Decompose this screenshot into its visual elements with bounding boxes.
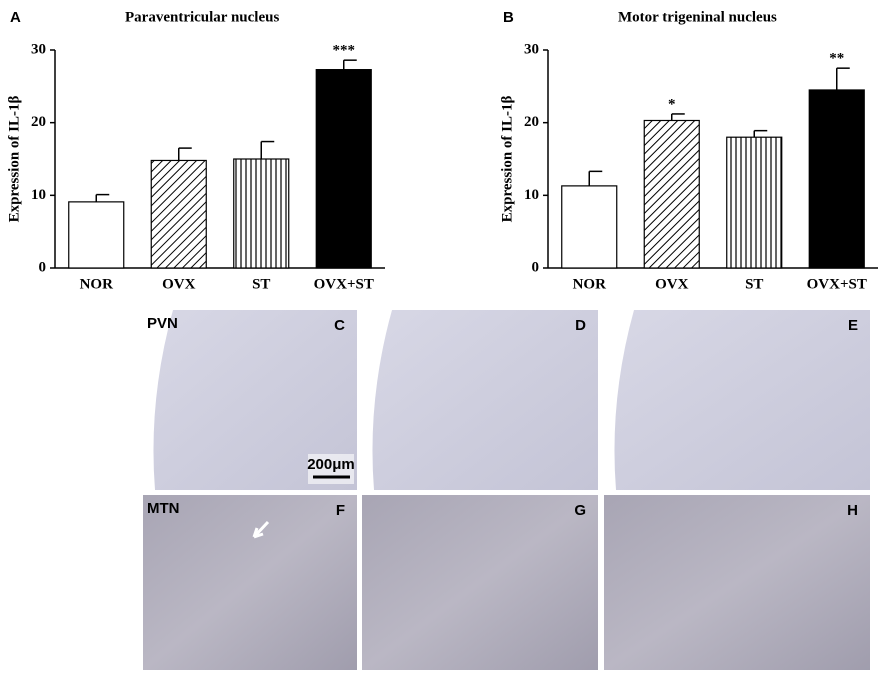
tissue-edge — [604, 310, 634, 490]
x-tick-label: NOR — [573, 276, 607, 292]
panel-label: H — [847, 502, 858, 519]
bar — [561, 185, 618, 269]
x-tick-label: OVX — [162, 276, 196, 292]
panel-label: F — [336, 502, 345, 519]
micrograph — [143, 495, 357, 670]
x-tick-label: ST — [252, 276, 270, 292]
bar — [726, 136, 783, 269]
significance: *** — [333, 43, 356, 59]
x-tick-label: OVX — [655, 276, 689, 292]
y-tick-label: 10 — [524, 187, 539, 203]
x-tick-label: NOR — [80, 276, 114, 292]
bar — [68, 201, 125, 269]
y-tick-label: 0 — [39, 259, 47, 275]
panel-label: D — [575, 317, 586, 334]
y-tick-label: 0 — [532, 259, 540, 275]
y-tick-label: 20 — [31, 114, 46, 130]
y-axis-label: Expression of IL-1β — [6, 95, 22, 222]
x-tick-label: ST — [745, 276, 763, 292]
panel-label: B — [503, 9, 514, 26]
micrograph — [604, 495, 870, 670]
significance: * — [668, 96, 676, 112]
arrow — [252, 520, 270, 539]
micrograph — [604, 310, 870, 490]
y-tick-label: 30 — [31, 41, 46, 57]
bar — [808, 89, 865, 269]
row-label: PVN — [147, 315, 178, 332]
bar — [150, 159, 207, 269]
x-tick-label: OVX+ST — [314, 276, 374, 292]
bar — [315, 69, 372, 269]
y-tick-label: 30 — [524, 41, 539, 57]
significance: ** — [829, 51, 844, 67]
row-label: MTN — [147, 500, 180, 517]
x-tick-label: OVX+ST — [807, 276, 867, 292]
y-tick-label: 10 — [31, 187, 46, 203]
scale-bar-label: 200μm — [307, 456, 355, 473]
micrograph — [362, 495, 598, 670]
panel-label: C — [334, 317, 345, 334]
panel-label: E — [848, 317, 858, 334]
chart-title: Paraventricular nucleus — [125, 9, 279, 25]
chart-title: Motor trigeninal nucleus — [618, 9, 777, 25]
micrograph — [362, 310, 598, 490]
y-axis-label: Expression of IL-1β — [499, 95, 515, 222]
bar — [643, 119, 700, 269]
y-tick-label: 20 — [524, 114, 539, 130]
panel-label: G — [574, 502, 586, 519]
bar — [233, 158, 290, 269]
tissue-edge — [143, 310, 173, 490]
tissue-edge — [362, 310, 392, 490]
panel-label: A — [10, 9, 21, 26]
scale-bar-bg — [308, 454, 354, 484]
